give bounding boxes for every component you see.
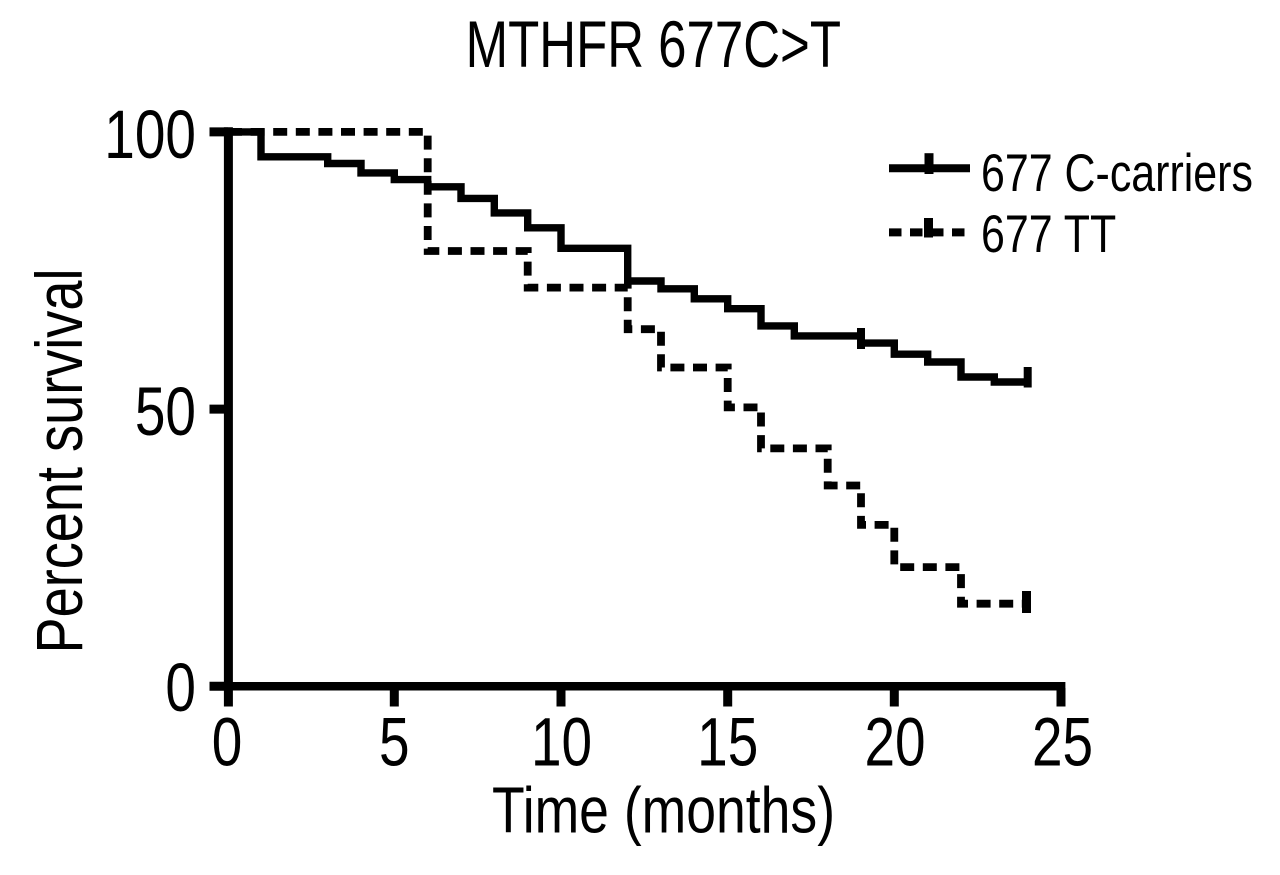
svg-text:5: 5 bbox=[379, 705, 410, 781]
svg-text:0: 0 bbox=[212, 705, 243, 781]
svg-text:0: 0 bbox=[165, 650, 196, 726]
svg-text:Percent survival: Percent survival bbox=[22, 269, 96, 654]
svg-text:677 C-carriers: 677 C-carriers bbox=[981, 144, 1253, 203]
svg-text:15: 15 bbox=[697, 705, 758, 781]
svg-text:25: 25 bbox=[1032, 705, 1093, 781]
svg-text:100: 100 bbox=[104, 97, 196, 173]
svg-text:MTHFR 677C>T: MTHFR 677C>T bbox=[466, 9, 841, 82]
svg-text:20: 20 bbox=[864, 705, 925, 781]
svg-text:Time (months): Time (months) bbox=[492, 774, 835, 847]
svg-text:50: 50 bbox=[135, 374, 196, 450]
svg-text:10: 10 bbox=[531, 705, 592, 781]
svg-text:677 TT: 677 TT bbox=[981, 205, 1116, 264]
